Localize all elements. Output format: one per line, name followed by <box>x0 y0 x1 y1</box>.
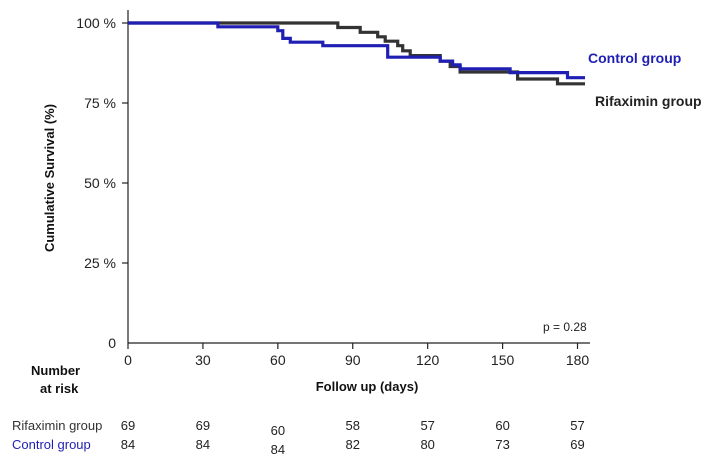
legend-rifaximin-group: Rifaximin group <box>595 93 702 109</box>
risk-value: 84 <box>196 437 210 452</box>
risk-heading-line1: Number <box>31 363 80 378</box>
x-tick-label: 180 <box>566 352 590 368</box>
risk-value: 82 <box>346 437 360 452</box>
legend-control-group: Control group <box>588 50 681 66</box>
y-tick-label: 0 <box>108 335 116 351</box>
risk-value: 84 <box>271 442 285 457</box>
y-tick-label: 75 % <box>84 95 116 111</box>
risk-row-label: Control group <box>12 437 91 452</box>
x-tick-label: 150 <box>491 352 515 368</box>
y-tick-label: 25 % <box>84 255 116 271</box>
risk-value: 73 <box>495 437 509 452</box>
risk-value: 57 <box>570 418 584 433</box>
x-tick-label: 90 <box>345 352 361 368</box>
survival-curves <box>128 21 585 86</box>
x-tick-label: 60 <box>270 352 286 368</box>
risk-value: 69 <box>570 437 584 452</box>
risk-value: 57 <box>420 418 434 433</box>
risk-value: 84 <box>121 437 135 452</box>
risk-value: 69 <box>196 418 210 433</box>
y-axis-title: Cumulative Survival (%) <box>42 104 57 252</box>
risk-value: 80 <box>420 437 434 452</box>
risk-value: 60 <box>495 418 509 433</box>
risk-heading-line2: at risk <box>40 381 79 396</box>
y-ticks: 0 25 % 50 % 75 % 100 % <box>76 15 128 351</box>
x-axis-title: Follow up (days) <box>316 379 419 394</box>
risk-value: 69 <box>121 418 135 433</box>
risk-value: 58 <box>346 418 360 433</box>
x-tick-label: 0 <box>124 352 132 368</box>
axes <box>127 10 590 344</box>
y-tick-label: 100 % <box>76 15 116 31</box>
x-tick-label: 30 <box>195 352 211 368</box>
risk-row-label: Rifaximin group <box>12 418 102 433</box>
risk-value: 60 <box>271 423 285 438</box>
risk-table: Rifaximin group 69 69 60 58 57 60 57 Control gro… <box>12 418 585 457</box>
x-tick-label: 120 <box>416 352 440 368</box>
p-value-annotation: p = 0.28 <box>543 320 587 334</box>
x-ticks: 0 30 60 90 120 150 180 <box>124 343 589 368</box>
survival-curve-rifaximin-group <box>128 21 585 86</box>
y-tick-label: 50 % <box>84 175 116 191</box>
survival-curve-control-group <box>128 21 585 80</box>
